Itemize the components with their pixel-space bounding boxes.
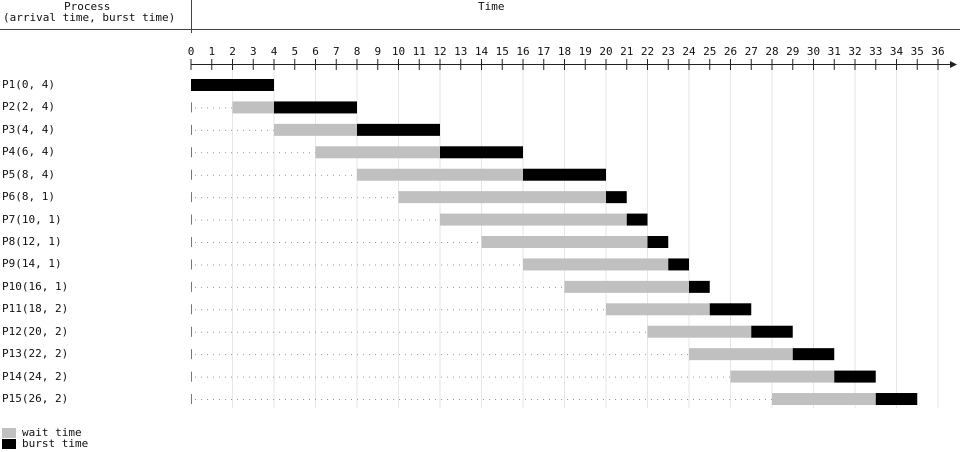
wait-bar	[274, 123, 357, 136]
axis-arrow	[950, 61, 957, 68]
row-label: P10(16, 1)	[2, 279, 69, 293]
tick-label: 33	[869, 45, 882, 58]
tick-label: 25	[703, 45, 716, 58]
tick-label: 10	[392, 45, 405, 58]
row-label: P13(22, 2)	[2, 347, 69, 361]
wait-bar	[398, 191, 606, 204]
tick-label: 12	[433, 45, 446, 58]
tick-label: 7	[333, 45, 340, 58]
burst-bar	[274, 101, 357, 114]
row-label: P2(2, 4)	[2, 100, 55, 114]
wait-bar	[606, 303, 710, 316]
tick-label: 30	[807, 45, 820, 58]
tick-label: 27	[745, 45, 758, 58]
tick-label: 31	[828, 45, 841, 58]
burst-bar	[626, 213, 648, 226]
burst-bar	[191, 79, 274, 91]
row-label: P9(14, 1)	[2, 257, 62, 271]
tick-label: 11	[413, 45, 426, 58]
wait-bar	[315, 146, 440, 159]
tick-label: 18	[558, 45, 571, 58]
wait-bar	[357, 168, 523, 181]
wait-bar	[772, 393, 876, 406]
legend-label: wait time	[22, 426, 82, 439]
row-label: P15(26, 2)	[2, 392, 69, 406]
tick-label: 23	[662, 45, 675, 58]
tick-label: 32	[848, 45, 861, 58]
tick-label: 19	[579, 45, 592, 58]
legend-swatch	[2, 439, 16, 449]
time-header: Time	[478, 0, 505, 13]
row-label: P12(20, 2)	[2, 324, 69, 338]
tick-label: 0	[188, 45, 195, 58]
tick-label: 22	[641, 45, 654, 58]
legend-swatch	[2, 428, 16, 438]
wait-bar	[440, 213, 627, 226]
tick-label: 24	[682, 45, 696, 58]
tick-label: 2	[229, 45, 236, 58]
tick-label: 34	[890, 45, 904, 58]
row-label: P3(4, 4)	[2, 122, 55, 136]
process-header: Process	[64, 0, 111, 13]
burst-bar	[834, 370, 876, 383]
burst-bar	[709, 303, 752, 316]
burst-bar	[440, 146, 523, 159]
tick-label: 3	[250, 45, 257, 58]
tick-label: 13	[454, 45, 467, 58]
tick-label: 1	[208, 45, 215, 58]
burst-bar	[668, 258, 689, 271]
burst-bar	[357, 123, 440, 136]
tick-label: 17	[537, 45, 550, 58]
tick-label: 36	[931, 45, 944, 58]
row-label: P5(8, 4)	[2, 167, 55, 181]
tick-label: 9	[374, 45, 381, 58]
wait-bar	[481, 236, 648, 249]
tick-label: 4	[271, 45, 278, 58]
tick-label: 20	[599, 45, 612, 58]
tick-label: 14	[475, 45, 489, 58]
row-label: P8(12, 1)	[2, 235, 62, 248]
row-label: P7(10, 1)	[2, 212, 62, 226]
tick-label: 5	[291, 45, 298, 58]
tick-label: 35	[911, 45, 924, 58]
process-subheader: (arrival time, burst time)	[3, 11, 176, 24]
burst-bar	[523, 168, 606, 181]
wait-bar	[232, 101, 274, 114]
burst-bar	[875, 393, 918, 406]
legend-label: burst time	[22, 437, 89, 450]
tick-label: 26	[724, 45, 737, 58]
wait-bar	[564, 280, 689, 293]
tick-label: 16	[516, 45, 529, 58]
row-label: P11(18, 2)	[2, 302, 69, 316]
burst-bar	[647, 236, 669, 249]
tick-label: 15	[496, 45, 509, 58]
row-label: P14(24, 2)	[2, 369, 69, 383]
row-label: P1(0, 4)	[2, 78, 55, 91]
row-label: P4(6, 4)	[2, 145, 55, 159]
burst-bar	[689, 280, 710, 293]
wait-bar	[689, 348, 793, 361]
tick-label: 6	[312, 45, 319, 58]
row-label: P6(8, 1)	[2, 190, 55, 204]
burst-bar	[751, 325, 793, 338]
wait-bar	[647, 325, 752, 338]
burst-bar	[792, 348, 835, 361]
wait-bar	[730, 370, 835, 383]
tick-label: 21	[620, 45, 633, 58]
tick-label: 28	[765, 45, 778, 58]
burst-bar	[606, 191, 627, 204]
tick-label: 8	[354, 45, 361, 58]
tick-label: 29	[786, 45, 799, 58]
wait-bar	[523, 258, 669, 271]
